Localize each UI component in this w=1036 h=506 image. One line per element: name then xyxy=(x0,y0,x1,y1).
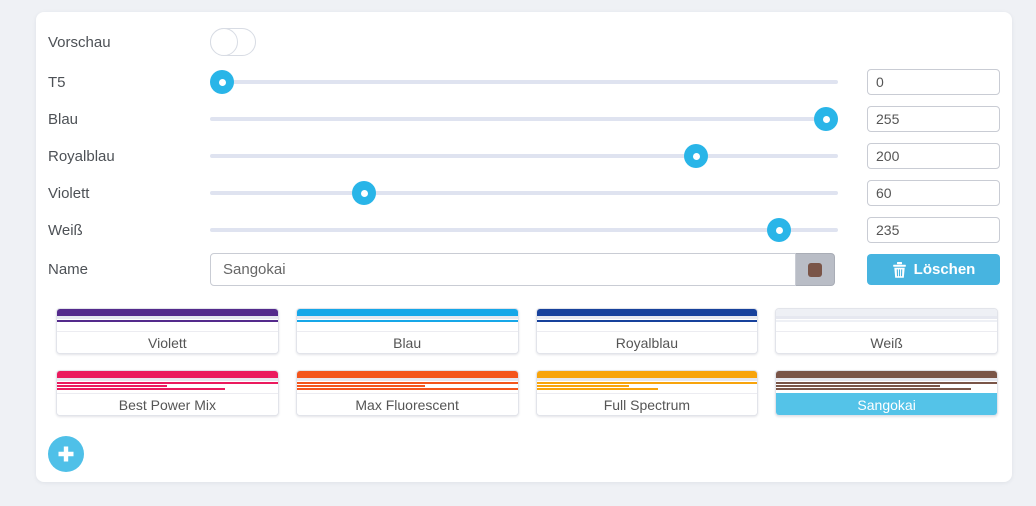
preset-stripe xyxy=(536,382,758,384)
preset-card-max-fluorescent[interactable]: Max Fluorescent xyxy=(295,370,519,416)
preset-stripe xyxy=(57,378,278,381)
preset-stripes xyxy=(296,309,518,331)
slider-blau[interactable] xyxy=(210,105,838,133)
slider-row-royalblau: Royalblau xyxy=(48,142,1000,170)
preset-card-blau[interactable]: Blau xyxy=(295,308,519,354)
preset-row-1: Violett Blau Royalblau Weiß xyxy=(48,308,1000,354)
slider-weiss[interactable] xyxy=(210,216,838,244)
name-input[interactable] xyxy=(210,253,796,286)
preset-label: Best Power Mix xyxy=(57,393,278,415)
preset-stripe xyxy=(776,316,997,319)
preset-stripe xyxy=(776,382,997,384)
slider-label-blau: Blau xyxy=(48,110,79,128)
preset-stripe xyxy=(296,385,425,387)
preset-row-2: Best Power Mix Max Fluorescent Full Spec… xyxy=(48,370,1000,416)
preset-stripe xyxy=(536,385,630,387)
preset-stripes xyxy=(57,371,278,393)
preset-stripe xyxy=(57,320,278,322)
preset-stripe xyxy=(536,309,758,316)
slider-label-violett: Violett xyxy=(48,184,90,202)
plus-icon xyxy=(58,446,74,462)
preset-stripe xyxy=(296,371,518,378)
color-swatch-button[interactable] xyxy=(796,253,835,286)
preset-label: Royalblau xyxy=(536,331,758,353)
preset-stripes xyxy=(536,371,758,393)
slider-handle-weiss[interactable] xyxy=(767,218,791,242)
preset-stripes xyxy=(536,309,758,331)
preset-stripe xyxy=(776,385,940,387)
preset-label: Blau xyxy=(296,331,518,353)
preset-stripe xyxy=(296,388,518,390)
value-input-royalblau[interactable] xyxy=(867,143,1000,169)
delete-button-label: Löschen xyxy=(913,261,976,278)
preset-stripe xyxy=(296,382,518,384)
preset-stripe xyxy=(536,320,758,322)
preset-stripe xyxy=(776,309,997,316)
slider-handle-royalblau[interactable] xyxy=(684,144,708,168)
preset-stripe xyxy=(776,378,997,381)
preset-card-royalblau[interactable]: Royalblau xyxy=(535,308,759,354)
preset-stripe xyxy=(776,371,997,378)
preset-label: Weiß xyxy=(776,331,997,353)
preset-stripe xyxy=(296,316,518,319)
trash-icon xyxy=(892,261,906,278)
name-row: Name Löschen xyxy=(48,253,1000,286)
add-preset-button[interactable] xyxy=(48,436,84,472)
preset-label: Full Spectrum xyxy=(536,393,758,415)
value-input-violett[interactable] xyxy=(867,180,1000,206)
preset-card-full-spectrum[interactable]: Full Spectrum xyxy=(535,370,759,416)
value-input-blau[interactable] xyxy=(867,106,1000,132)
preset-stripe xyxy=(296,378,518,381)
slider-label-weiss: Weiß xyxy=(48,221,83,239)
light-settings-panel: Vorschau T5 Blau Royalblau Violett Weiß xyxy=(36,12,1012,482)
preset-stripes xyxy=(296,371,518,393)
preview-toggle[interactable] xyxy=(210,28,256,56)
preset-stripe xyxy=(536,371,758,378)
preset-stripe xyxy=(57,388,225,390)
preset-stripe xyxy=(776,320,997,322)
preset-stripe xyxy=(296,309,518,316)
preset-stripe xyxy=(536,316,758,319)
preset-stripes xyxy=(776,309,997,331)
preset-label: Max Fluorescent xyxy=(296,393,518,415)
preset-card-best-power-mix[interactable]: Best Power Mix xyxy=(56,370,279,416)
preset-stripes xyxy=(776,371,997,393)
value-input-t5[interactable] xyxy=(867,69,1000,95)
preset-stripes xyxy=(57,309,278,331)
slider-row-violett: Violett xyxy=(48,179,1000,207)
slider-label-royalblau: Royalblau xyxy=(48,147,115,165)
preset-label: Violett xyxy=(57,331,278,353)
slider-handle-blau[interactable] xyxy=(814,107,838,131)
preset-stripe xyxy=(57,385,168,387)
name-label: Name xyxy=(48,261,89,278)
slider-violett[interactable] xyxy=(210,179,838,207)
preset-label: Sangokai xyxy=(776,393,997,415)
toggle-knob xyxy=(210,28,238,56)
slider-row-weiss: Weiß xyxy=(48,216,1000,244)
slider-label-t5: T5 xyxy=(48,73,66,91)
preset-stripe xyxy=(776,388,971,390)
preset-stripe xyxy=(536,378,758,381)
slider-row-t5: T5 xyxy=(48,68,1000,96)
preset-card-violett[interactable]: Violett xyxy=(56,308,279,354)
preset-stripe xyxy=(57,309,278,316)
value-input-weiss[interactable] xyxy=(867,217,1000,243)
slider-row-blau: Blau xyxy=(48,105,1000,133)
preset-stripe xyxy=(57,371,278,378)
color-swatch xyxy=(808,262,822,277)
delete-button[interactable]: Löschen xyxy=(867,254,1000,285)
slider-t5[interactable] xyxy=(210,68,838,96)
preset-card-sangokai[interactable]: Sangokai xyxy=(775,370,998,416)
preset-stripe xyxy=(57,316,278,319)
preview-row: Vorschau xyxy=(48,28,1000,56)
slider-royalblau[interactable] xyxy=(210,142,838,170)
preset-card-weiss[interactable]: Weiß xyxy=(775,308,998,354)
preset-stripe xyxy=(536,388,658,390)
preset-stripe xyxy=(296,320,518,322)
preset-stripe xyxy=(57,382,278,384)
slider-handle-violett[interactable] xyxy=(352,181,376,205)
preview-label: Vorschau xyxy=(48,33,111,51)
slider-handle-t5[interactable] xyxy=(210,70,234,94)
